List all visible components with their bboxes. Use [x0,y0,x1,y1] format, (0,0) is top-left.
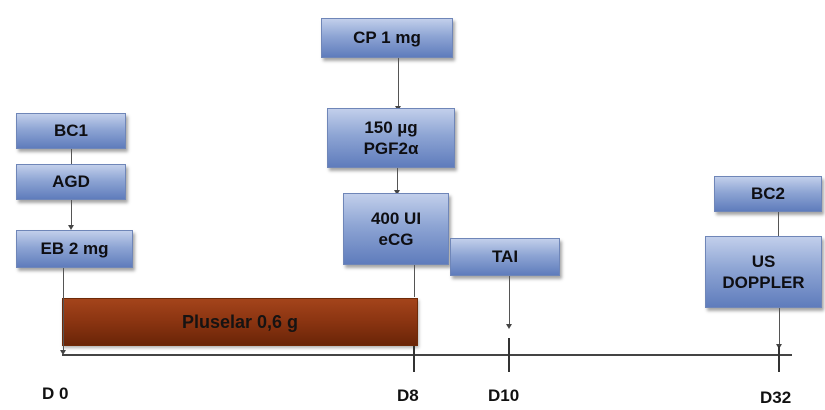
connector-bc1-agd [71,149,72,165]
connector-agd-eb [71,200,72,227]
eb-label: EB 2 mg [40,239,109,259]
bc1-box: BC1 [16,113,126,149]
timeline-axis [62,354,792,356]
pgf-box: 150 µg PGF2α [327,108,455,168]
arrow-agd-eb [68,225,74,230]
arrow-tai-d10 [506,324,512,329]
connector-cp-pgf [398,58,399,108]
connector-eb-d0 [63,268,64,352]
tick-d8 [413,346,415,372]
agd-label: AGD [52,172,90,192]
connector-us-d32 [779,308,780,346]
ecg-box: 400 UI eCG [343,193,449,265]
tick-d32 [778,346,780,372]
agd-box: AGD [16,164,126,200]
bc2-label: BC2 [750,184,785,204]
bc2-box: BC2 [714,176,822,212]
pgf-label: 150 µg PGF2α [363,117,419,158]
us-doppler-label: US DOPPLER [722,251,805,292]
day-label-d0: D 0 [42,384,69,403]
connector-tai-d10 [509,276,510,326]
day-label-d8: D8 [397,386,419,405]
day-label-d32: D32 [760,388,792,407]
implant-bar: Pluselar 0,6 g [62,298,418,346]
connector-bc2-us [778,212,779,236]
implant-label: Pluselar 0,6 g [181,311,299,332]
eb-box: EB 2 mg [16,230,133,268]
bc1-label: BC1 [53,121,88,141]
tick-d10 [508,338,510,372]
cp-box: CP 1 mg [321,18,453,58]
connector-pgf-ecg [397,168,398,192]
connector-ecg-d8 [414,265,415,297]
us-doppler-box: US DOPPLER [705,236,822,308]
arrow-d0 [60,350,66,355]
ecg-label: 400 UI eCG [370,208,422,249]
arrow-pgf-ecg [394,190,400,195]
tai-label: TAI [491,247,519,267]
tai-box: TAI [450,238,560,276]
day-label-d10: D10 [488,386,520,405]
cp-label: CP 1 mg [353,28,421,48]
